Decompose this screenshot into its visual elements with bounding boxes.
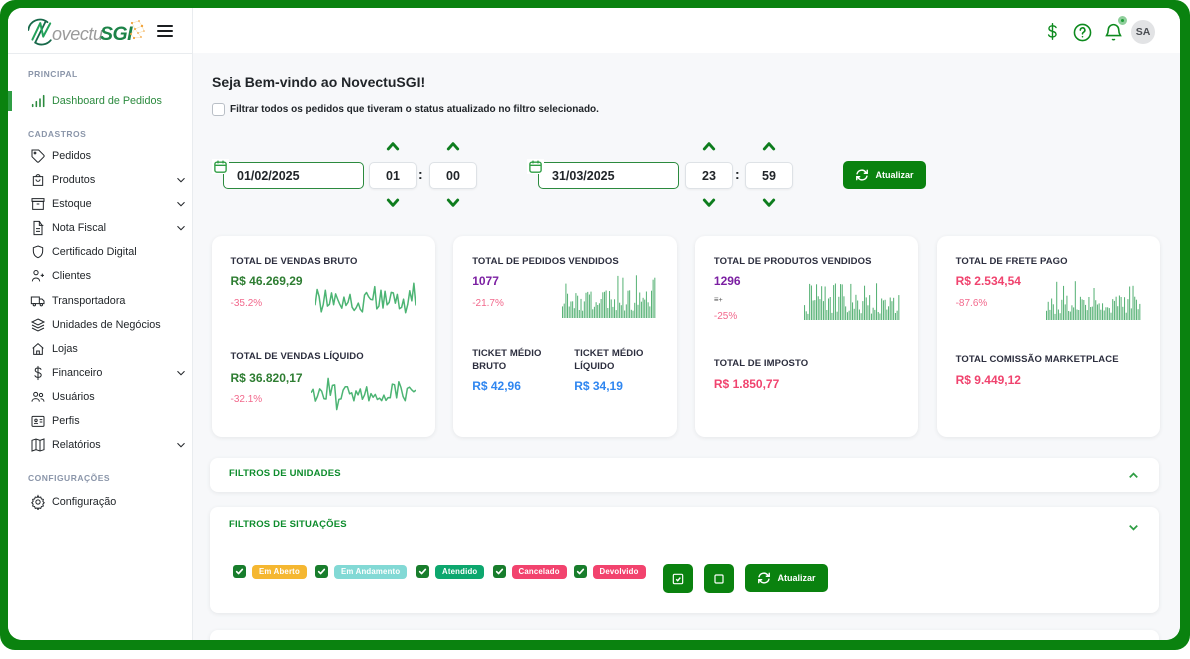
svg-text:SGI: SGI: [100, 23, 133, 45]
svg-text:ovectu: ovectu: [52, 24, 103, 44]
